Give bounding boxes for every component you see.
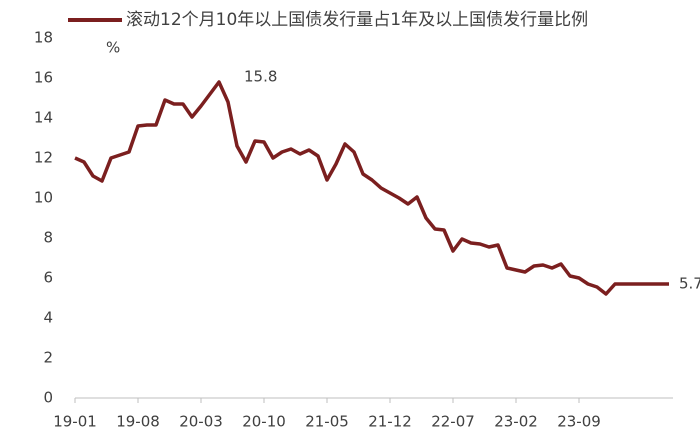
x-tick-label: 21-12 [368,413,412,431]
legend-label: 滚动12个月10年以上国债发行量占1年及以上国债发行量比例 [126,10,588,30]
y-axis-unit: % [106,39,120,57]
data-line [74,80,669,296]
x-tick-label: 20-10 [242,413,286,431]
x-tick-label: 23-09 [557,413,601,431]
x-tick-label: 21-05 [305,413,349,431]
y-tick-label: 16 [34,69,53,87]
y-tick-label: 8 [43,229,53,247]
x-tick-label: 19-08 [116,413,160,431]
x-tick-label: 23-02 [494,413,538,431]
value-label: 15.8 [244,68,277,86]
y-tick-label: 12 [34,149,53,167]
y-tick-label: 6 [43,269,53,287]
x-tick-label: 19-01 [53,413,97,431]
y-tick-label: 10 [34,189,53,207]
x-tick-label: 22-07 [431,413,475,431]
y-tick-label: 2 [43,349,53,367]
y-tick-label: 4 [43,309,53,327]
value-label: 5.7 [679,275,700,293]
x-tick-label: 20-03 [179,413,223,431]
y-tick-label: 14 [34,109,53,127]
y-tick-label: 0 [43,389,53,407]
y-tick-label: 18 [34,29,53,47]
